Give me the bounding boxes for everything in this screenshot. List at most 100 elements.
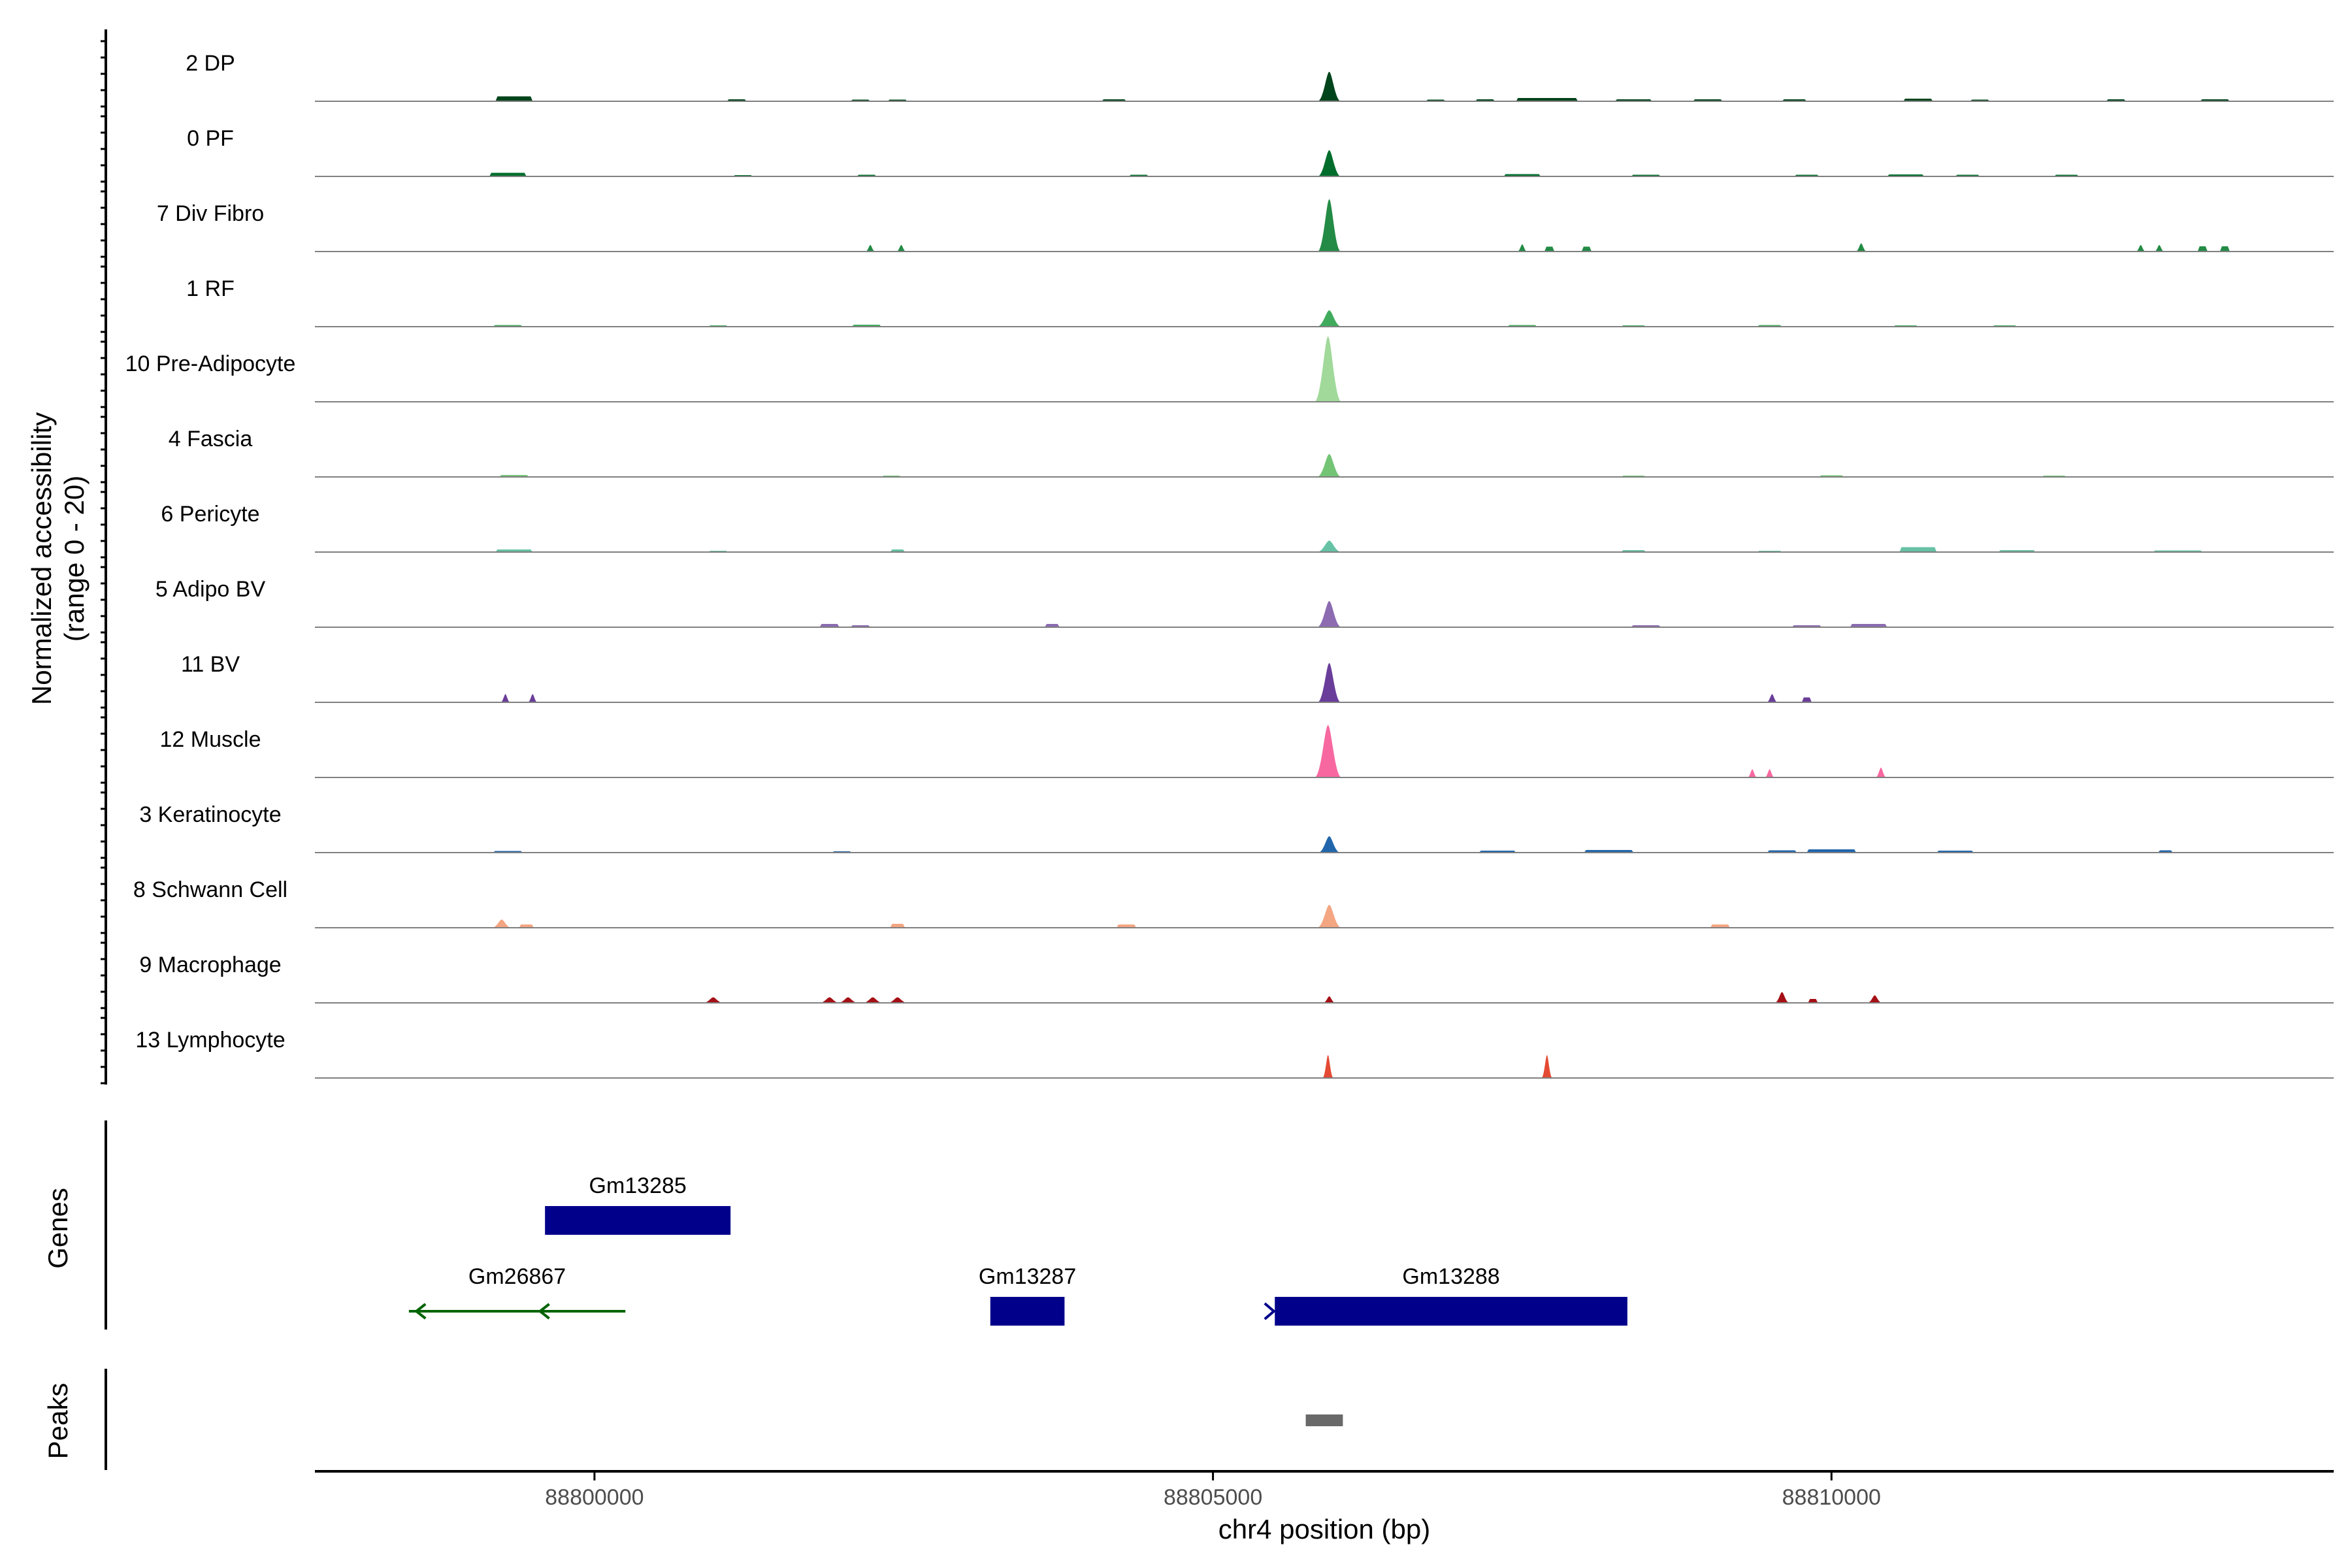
coverage-peak xyxy=(1541,1055,1553,1078)
coverage-peak xyxy=(1316,905,1342,928)
track-3-keratinocyte: 3 Keratinocyte xyxy=(139,802,2334,853)
coverage-peak xyxy=(2197,246,2208,252)
gene-gm13288: Gm13288 xyxy=(1264,1264,1627,1326)
track-label: 1 RF xyxy=(186,276,235,301)
peak-regions xyxy=(1305,1414,1343,1426)
gene-label: Gm13288 xyxy=(1402,1264,1499,1289)
coverage-peak xyxy=(1316,310,1342,327)
coverage-y-axis-ticks xyxy=(101,40,106,1085)
gene-body xyxy=(545,1206,731,1235)
gene-annotations: Gm13285 Gm26867 Gm13287 Gm13288 xyxy=(408,1173,1627,1326)
coverage-peak xyxy=(1710,924,1731,928)
track-0-pf: 0 PF xyxy=(187,126,2334,177)
track-9-macrophage: 9 Macrophage xyxy=(139,953,2334,1004)
coverage-peak xyxy=(2136,245,2146,252)
track-label: 6 Pericyte xyxy=(161,502,259,527)
coverage-peak xyxy=(1318,836,1341,853)
coverage-peak xyxy=(1581,246,1592,252)
coverage-peak xyxy=(1317,199,1341,252)
track-4-fascia: 4 Fascia xyxy=(169,427,2334,478)
track-10-pre-adipocyte: 10 Pre-Adipocyte xyxy=(125,336,2334,402)
coverage-peak xyxy=(495,96,533,101)
coverage-peak xyxy=(890,924,906,928)
peak-region xyxy=(1305,1414,1343,1426)
track-label: 9 Macrophage xyxy=(139,953,281,977)
coverage-peak xyxy=(703,997,723,1003)
coverage-peak xyxy=(1766,694,1778,702)
gene-label: Gm13287 xyxy=(979,1264,1076,1289)
coverage-peak xyxy=(1867,995,1882,1003)
coverage-peak xyxy=(500,694,511,702)
coverage-peak xyxy=(1317,72,1341,101)
coverage-peak xyxy=(1323,996,1336,1003)
coverage-peak xyxy=(1316,454,1342,477)
x-tick-label: 88810000 xyxy=(1782,1485,1881,1510)
strand-arrow xyxy=(538,1303,550,1320)
gene-gm26867: Gm26867 xyxy=(408,1264,626,1320)
track-label: 7 Div Fibro xyxy=(157,201,264,226)
coverage-peak xyxy=(1774,992,1789,1003)
x-axis-label: chr4 position (bp) xyxy=(1218,1514,1431,1544)
coverage-peak xyxy=(819,997,840,1003)
coverage-peak xyxy=(1875,768,1887,777)
track-label: 10 Pre-Adipocyte xyxy=(125,351,296,376)
coverage-peak xyxy=(1544,246,1555,252)
coverage-peak xyxy=(491,919,512,928)
gene-label: Gm13285 xyxy=(589,1173,687,1198)
coverage-peak xyxy=(1516,98,1578,101)
coverage-peak xyxy=(819,624,840,627)
peaks-panel-label: Peaks xyxy=(42,1383,73,1460)
coverage-tracks: 2 DP 0 PF 7 Div Fibro 1 RF 10 Pre-Adipocyte 4… xyxy=(125,51,2334,1079)
y-axis-label-line2: (range 0 - 20) xyxy=(59,476,90,642)
coverage-peak xyxy=(838,997,858,1003)
coverage-peak xyxy=(1314,725,1342,777)
coverage-peak xyxy=(489,172,527,176)
strand-arrow xyxy=(414,1303,427,1320)
gene-gm13285: Gm13285 xyxy=(545,1173,731,1235)
coverage-peak xyxy=(1322,1055,1334,1078)
coverage-peak xyxy=(1517,244,1527,252)
coverage-peak xyxy=(1045,624,1060,627)
x-tick-label: 88805000 xyxy=(1164,1485,1262,1510)
coverage-peak xyxy=(2154,245,2164,252)
coverage-peak xyxy=(519,924,534,928)
coverage-peak xyxy=(896,245,907,252)
coverage-peak xyxy=(1316,601,1342,627)
coverage-peak xyxy=(1899,547,1937,552)
coverage-peak xyxy=(1808,999,1818,1003)
track-11-bv: 11 BV xyxy=(181,652,2334,703)
track-label: 11 BV xyxy=(181,652,240,677)
track-5-adipo-bv: 5 Adipo BV xyxy=(155,577,2334,628)
gene-body xyxy=(1275,1297,1627,1326)
coverage-peak xyxy=(1316,540,1342,552)
track-label: 2 DP xyxy=(186,51,235,76)
genes-panel-label: Genes xyxy=(42,1188,73,1269)
gene-label: Gm26867 xyxy=(468,1264,566,1289)
track-label: 5 Adipo BV xyxy=(155,577,266,602)
track-8-schwann-cell: 8 Schwann Cell xyxy=(133,877,2334,928)
coverage-peak xyxy=(527,694,538,702)
track-label: 0 PF xyxy=(187,126,234,151)
coverage-peak xyxy=(887,997,907,1003)
coverage-peak xyxy=(1801,697,1812,702)
coverage-peak xyxy=(1317,150,1341,176)
y-axis-label-line1: Normalized accessibility xyxy=(26,412,57,705)
track-label: 4 Fascia xyxy=(169,427,253,451)
coverage-peak xyxy=(1747,769,1757,777)
coverage-peak xyxy=(1317,663,1341,702)
track-1-rf: 1 RF xyxy=(186,276,2334,327)
track-label: 3 Keratinocyte xyxy=(139,802,281,827)
coverage-peak xyxy=(1855,243,1867,252)
x-axis-ticks: 88800000 88805000 88810000 xyxy=(545,1471,1881,1510)
strand-arrow xyxy=(1264,1302,1276,1320)
coverage-peak xyxy=(1806,849,1857,853)
track-label: 13 Lymphocyte xyxy=(135,1028,285,1053)
gene-body xyxy=(990,1297,1065,1326)
strand-arrow xyxy=(546,1211,559,1230)
gene-gm13287: Gm13287 xyxy=(979,1264,1076,1326)
track-7-div-fibro: 7 Div Fibro xyxy=(157,199,2334,252)
coverage-peak xyxy=(862,997,883,1003)
track-label: 12 Muscle xyxy=(160,727,261,752)
